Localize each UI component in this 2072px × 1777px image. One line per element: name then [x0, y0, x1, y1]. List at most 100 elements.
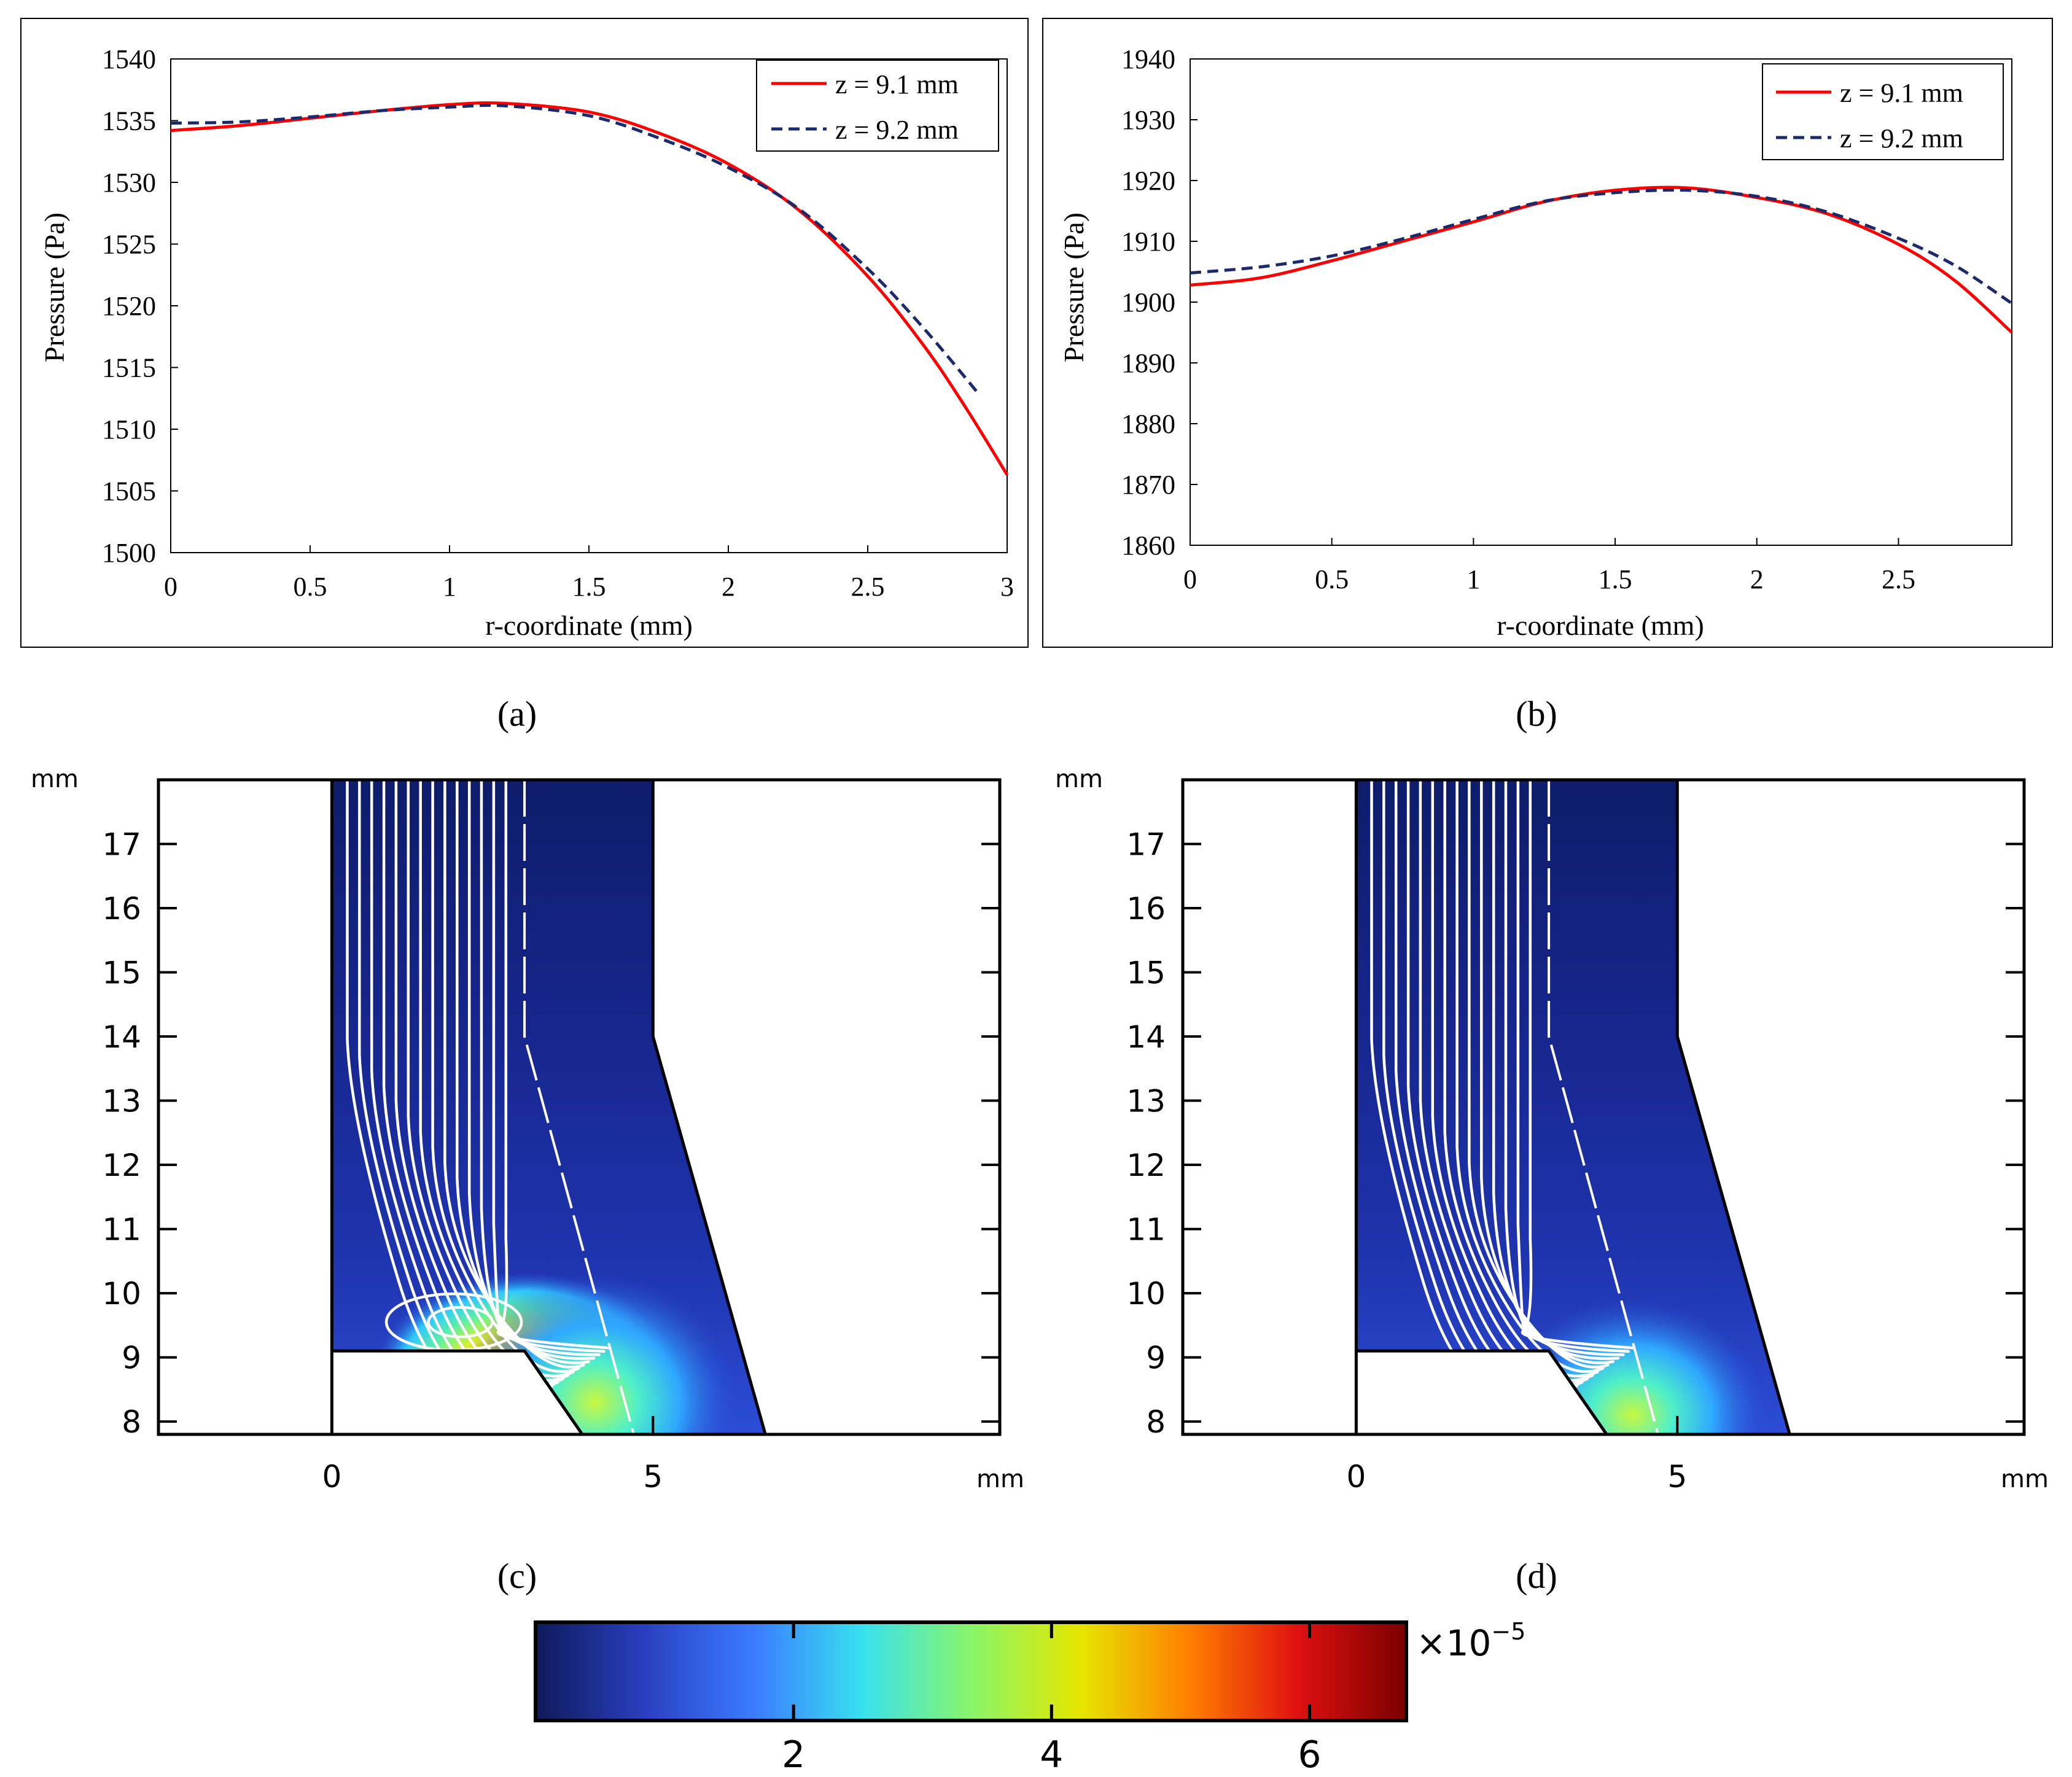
colorbar-tick-label: 4: [1040, 1733, 1063, 1776]
panel-d: 8 9 10 11 12 13 14 15 16 17 0 5 mm mm: [1055, 765, 2049, 1495]
velocity-hotspot: [371, 1272, 737, 1434]
y-tick-label: 17: [102, 827, 141, 863]
y-tick-label: 1940: [1121, 44, 1175, 74]
plot-a-legend: z = 9.1 mm z = 9.2 mm: [756, 60, 999, 152]
colorbar-gradient: [534, 1620, 1408, 1722]
plot-b-ylabel: Pressure (Pa): [1058, 212, 1089, 362]
legend-label: z = 9.2 mm: [835, 115, 959, 145]
x-unit-label: mm: [976, 1465, 1024, 1493]
x-tick-label: 0: [1346, 1459, 1366, 1495]
x-tick-label: 3: [1000, 572, 1014, 602]
y-tick-label: 1890: [1121, 348, 1175, 378]
flow-axes-frame: [1181, 778, 2026, 1436]
series-line-z-9-1: [1190, 185, 2013, 334]
streamline: [496, 778, 611, 1350]
streamline: [1516, 778, 1630, 1353]
inner-boundary: [523, 780, 635, 1435]
fluid-domain: [1356, 780, 1790, 1434]
y-tick-label: 14: [1126, 1019, 1166, 1055]
caption-c: (c): [497, 1556, 537, 1596]
streamline: [419, 778, 575, 1378]
y-unit-label: mm: [1055, 765, 1103, 793]
inner-boundary: [1548, 780, 1659, 1435]
colorbar-tick-label: 2: [782, 1733, 805, 1776]
y-tick-label: 11: [102, 1212, 141, 1248]
y-tick-label: 1880: [1121, 409, 1175, 439]
y-tick-label: 13: [102, 1084, 141, 1119]
y-tick-label: 1520: [102, 291, 156, 321]
y-tick-label: 1505: [102, 476, 156, 507]
y-tick-label: 1900: [1121, 287, 1175, 317]
caption-d: (d): [1516, 1556, 1557, 1596]
flow-axes-frame: [157, 778, 1002, 1436]
streamline: [1419, 778, 1589, 1386]
x-tick-label: 2.5: [1882, 564, 1915, 594]
walls: [1354, 780, 1791, 1436]
x-tick-label: 5: [643, 1459, 663, 1495]
streamline: [358, 778, 550, 1400]
plot-b-legend: z = 9.1 mm z = 9.2 mm: [1762, 63, 2004, 160]
x-tick-label: 1: [1466, 564, 1480, 594]
vortex-loop: [427, 1305, 494, 1339]
y-tick-label: 1530: [102, 168, 156, 198]
plot-b-xlabel: r-coordinate (mm): [1497, 610, 1704, 641]
panel-c: 8 9 10 11 12 13 14 15 16 17 0 5 mm mm: [31, 765, 1024, 1495]
y-tick-label: 11: [1126, 1212, 1166, 1248]
flow-ticks: 8 9 10 11 12 13 14 15 16 17 0 5: [102, 827, 1000, 1495]
plot-a-legend-box: [756, 60, 999, 152]
streamline: [382, 778, 559, 1391]
fluid-domain: [332, 780, 766, 1434]
colorbar-tick-label: 6: [1298, 1733, 1321, 1776]
streamline: [1521, 778, 1635, 1350]
streamline: [431, 778, 580, 1373]
y-tick-label: 12: [102, 1148, 141, 1183]
x-tick-label: 2: [1750, 564, 1764, 594]
y-tick-label: 8: [122, 1404, 141, 1440]
x-tick-label: 0: [322, 1459, 341, 1495]
streamlines: [346, 778, 611, 1405]
panel-a: 1500 1505 1510 1515 1520 1525 1530 1535 1540 0 0.…: [20, 18, 1029, 648]
caption-b: (b): [1516, 694, 1557, 734]
x-tick-label: 0: [1183, 564, 1197, 594]
series-line-z-9-1: [170, 101, 1009, 476]
streamline: [492, 778, 606, 1353]
mid-velocity-region: [454, 1273, 737, 1434]
series-line-z-9-2: [1190, 189, 2013, 305]
y-tick-label: 12: [1126, 1148, 1166, 1183]
x-tick-label: 2: [722, 572, 735, 602]
y-tick-label: 1920: [1121, 166, 1175, 196]
outer-wall: [1675, 780, 1791, 1435]
legend-label: z = 9.1 mm: [835, 69, 959, 99]
x-tick-label: 0: [164, 572, 177, 602]
x-tick-label: 2.5: [851, 572, 885, 602]
walls: [330, 780, 767, 1436]
colorbar-multiplier: ×10−5: [1416, 1618, 1525, 1664]
streamline: [1406, 778, 1584, 1391]
streamline: [394, 778, 565, 1386]
x-tick-label: 1.5: [1599, 564, 1632, 594]
y-tick-label: 16: [102, 891, 141, 927]
x-tick-label: 5: [1667, 1459, 1687, 1495]
y-tick-label: 1525: [102, 230, 156, 260]
y-tick-label: 15: [1126, 955, 1166, 991]
panel-b: 1860 1870 1880 1890 1900 1910 1920 1930 1940 0 0.…: [1042, 18, 2053, 648]
x-tick-label: 0.5: [1315, 564, 1349, 594]
y-tick-label: 1535: [102, 106, 156, 136]
legend-label: z = 9.2 mm: [1840, 123, 1963, 154]
streamline: [407, 778, 570, 1382]
caption-a: (a): [497, 694, 537, 734]
plot-a-ylabel: Pressure (Pa): [39, 212, 70, 362]
streamline: [346, 778, 544, 1405]
x-tick-label: 1.5: [572, 572, 606, 602]
colorbar: 2 4 6 ×10−5: [534, 1618, 1525, 1776]
y-tick-label: 1500: [102, 538, 156, 568]
y-tick-label: 13: [1126, 1084, 1166, 1119]
y-unit-label: mm: [31, 765, 79, 793]
outer-wall: [651, 780, 767, 1435]
y-tick-label: 15: [102, 955, 141, 991]
plot-b-legend-box: [1762, 63, 2004, 160]
panel-a-frame: [20, 18, 1029, 648]
x-tick-label: 0.5: [294, 572, 327, 602]
y-tick-label: 10: [1126, 1276, 1166, 1312]
